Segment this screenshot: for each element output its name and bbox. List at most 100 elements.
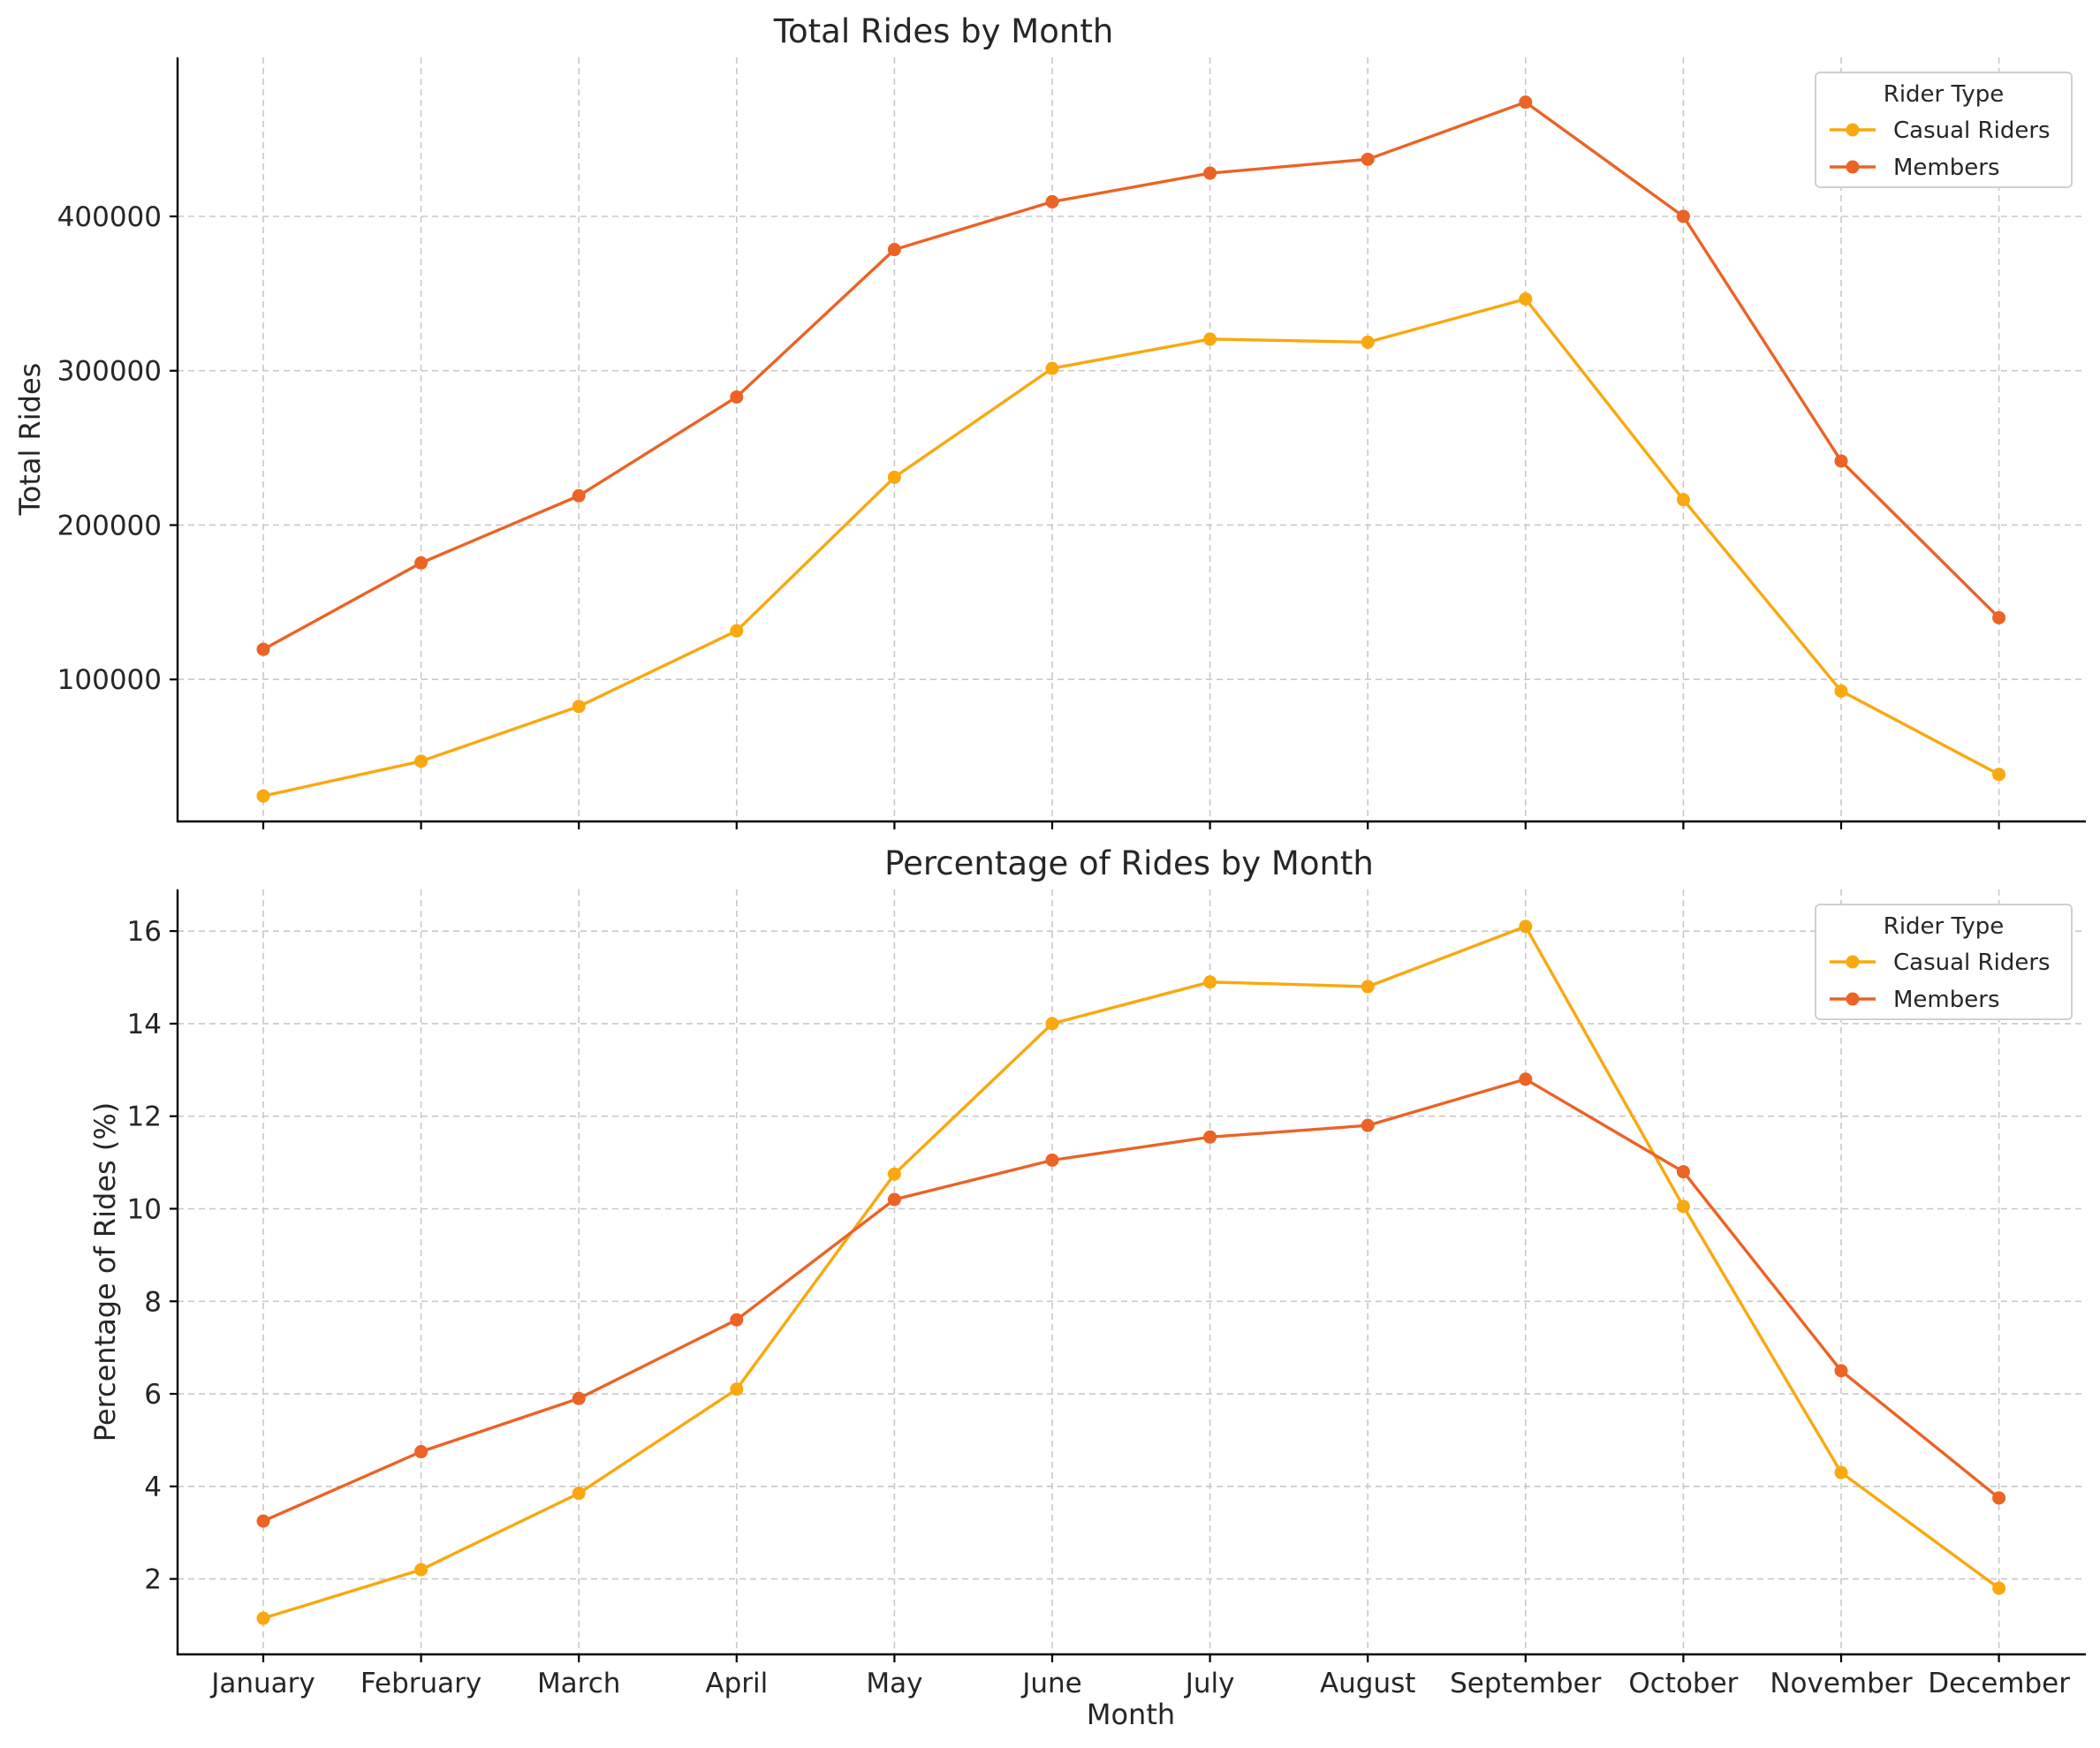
- series-layer: [256, 919, 2006, 1625]
- legend-label: Casual Riders: [1893, 117, 2051, 144]
- x-tick-label: January: [209, 1668, 315, 1699]
- series-line-casual: [262, 925, 2000, 1620]
- y-tick-label: 16: [127, 916, 162, 948]
- data-point-casual: [1045, 1017, 1059, 1031]
- y-ticks: 2 4 6 8 10 12 14 16: [127, 916, 178, 1596]
- data-point-members: [572, 1391, 586, 1405]
- data-point-members: [887, 243, 901, 257]
- x-tick-label: October: [1628, 1668, 1738, 1699]
- data-point-casual: [1203, 975, 1217, 989]
- data-point-members: [572, 488, 586, 503]
- legend-label: Members: [1893, 987, 2000, 1013]
- x-tick-label: June: [1020, 1668, 1082, 1699]
- x-tick-label: September: [1450, 1668, 1602, 1699]
- y-axis-label: Total Rides: [13, 363, 47, 517]
- data-point-casual: [887, 1167, 901, 1181]
- data-point-casual: [1834, 1465, 1848, 1479]
- data-point-casual: [572, 700, 586, 714]
- y-tick-label: 400000: [57, 201, 162, 233]
- data-point-members: [1834, 454, 1848, 468]
- data-point-casual: [1361, 335, 1375, 349]
- x-tick-label: February: [360, 1668, 481, 1699]
- legend-item-casual[interactable]: Casual Riders: [1830, 117, 2051, 144]
- legend-marker: [1846, 160, 1860, 174]
- legend-item-members[interactable]: Members: [1830, 987, 2000, 1013]
- data-point-casual: [730, 624, 744, 638]
- data-point-members: [1203, 166, 1217, 180]
- y-tick-label: 8: [144, 1286, 162, 1318]
- data-point-casual: [1676, 1199, 1690, 1214]
- data-point-casual: [256, 1611, 270, 1625]
- data-point-members: [1045, 194, 1059, 208]
- x-ticks: January February March April May June July Augu…: [209, 1654, 2070, 1699]
- x-tick-label: November: [1770, 1668, 1913, 1699]
- series-line-members: [262, 1078, 2000, 1523]
- legend-item-members[interactable]: Members: [1830, 155, 2000, 181]
- y-tick-label: 100000: [57, 664, 162, 696]
- data-point-members: [1676, 1165, 1690, 1179]
- chart-title: Percentage of Rides by Month: [884, 844, 1374, 882]
- data-point-members: [1992, 610, 2006, 624]
- data-point-members: [1676, 209, 1690, 223]
- data-point-casual: [1203, 332, 1217, 346]
- legend-marker: [1846, 992, 1860, 1006]
- x-axis-label: Month: [1087, 1698, 1175, 1731]
- percentage-rides-chart: Percentage of Rides by Month 2 4 6 8 10 12 14 1…: [88, 844, 2086, 1731]
- data-point-members: [1203, 1130, 1217, 1144]
- data-point-members: [414, 556, 428, 570]
- x-tick-label: March: [537, 1668, 621, 1699]
- data-point-members: [256, 1514, 270, 1528]
- data-point-members: [1519, 95, 1533, 110]
- y-tick-label: 12: [127, 1101, 162, 1133]
- y-tick-label: 14: [127, 1009, 162, 1040]
- axis-spines: [176, 889, 2086, 1656]
- data-point-members: [730, 390, 744, 404]
- y-tick-label: 6: [144, 1379, 162, 1411]
- y-axis-label: Percentage of Rides (%): [88, 1102, 122, 1442]
- legend[interactable]: Rider Type Casual Riders Members: [1815, 904, 2073, 1020]
- data-point-casual: [1519, 919, 1533, 934]
- data-point-casual: [1992, 768, 2006, 782]
- data-point-casual: [414, 754, 428, 768]
- legend-item-casual[interactable]: Casual Riders: [1830, 950, 2051, 976]
- data-point-casual: [1519, 291, 1533, 306]
- legend-frame: [1815, 72, 2073, 188]
- x-tick-label: July: [1184, 1668, 1235, 1699]
- data-point-casual: [1045, 361, 1059, 375]
- data-point-members: [1361, 152, 1375, 166]
- series-layer: [256, 95, 2006, 803]
- data-point-casual: [1834, 684, 1848, 698]
- data-point-casual: [414, 1563, 428, 1577]
- x-tick-label: December: [1928, 1668, 2070, 1699]
- data-point-members: [1992, 1491, 2006, 1505]
- data-point-members: [1519, 1072, 1533, 1086]
- series-line-casual: [262, 297, 2000, 798]
- legend-marker: [1846, 123, 1860, 137]
- data-point-members: [414, 1445, 428, 1459]
- legend-label: Casual Riders: [1893, 950, 2051, 976]
- legend-frame: [1815, 904, 2073, 1020]
- legend-title: Rider Type: [1884, 913, 2004, 940]
- x-tick-label: May: [866, 1668, 922, 1699]
- data-point-casual: [256, 789, 270, 803]
- y-tick-label: 4: [144, 1472, 162, 1503]
- y-tick-label: 200000: [57, 510, 162, 541]
- x-tick-label: August: [1320, 1668, 1416, 1699]
- legend[interactable]: Rider Type Casual Riders Members: [1815, 72, 2073, 188]
- data-point-members: [256, 642, 270, 656]
- x-tick-label: April: [705, 1668, 768, 1699]
- series-line-members: [262, 100, 2000, 651]
- y-ticks: 100000 200000 300000 400000: [57, 201, 178, 696]
- chart-title: Total Rides by Month: [773, 12, 1114, 50]
- data-point-members: [1361, 1118, 1375, 1132]
- data-point-members: [730, 1313, 744, 1327]
- grid: [178, 57, 2086, 821]
- legend-marker: [1846, 955, 1860, 969]
- data-point-casual: [730, 1382, 744, 1396]
- legend-label: Members: [1893, 155, 2000, 181]
- data-point-casual: [1992, 1581, 2006, 1595]
- axis-spines: [176, 57, 2086, 823]
- data-point-casual: [1676, 493, 1690, 507]
- data-point-casual: [887, 470, 901, 484]
